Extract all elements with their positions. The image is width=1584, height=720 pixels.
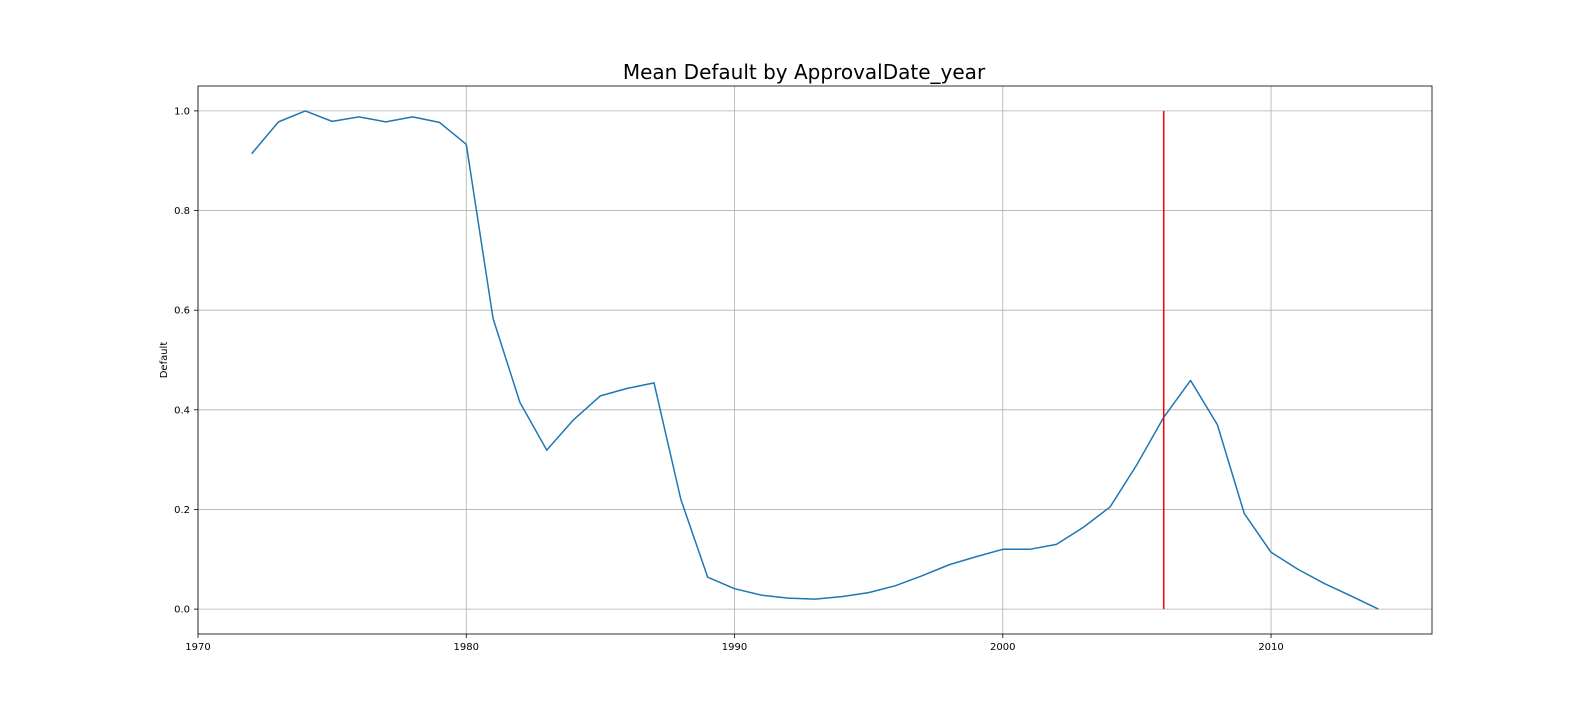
- x-tick-label-1970: 1970: [185, 642, 210, 653]
- x-tick-label-1980: 1980: [454, 642, 479, 653]
- y-tick-label-0-8: 0.8: [174, 206, 190, 217]
- plot-frame: [197, 85, 1433, 635]
- chart-title: Mean Default by ApprovalDate_year: [623, 60, 986, 84]
- grid: [197, 86, 1432, 634]
- x-tick-label-2000: 2000: [990, 642, 1015, 653]
- y-tick-label-1: 1.0: [174, 106, 190, 117]
- y-tick-label-0-4: 0.4: [174, 405, 190, 416]
- ticks: 1970 1980 1990 2000 2010 0.0 0.2 0.4 0.6 0.8 1.0: [174, 106, 1284, 653]
- y-axis-label: Default: [159, 342, 170, 379]
- y-tick-label-0-2: 0.2: [174, 505, 190, 516]
- series-layer: [251, 110, 1379, 610]
- x-tick-label-2010: 2010: [1258, 642, 1283, 653]
- y-tick-label-0: 0.0: [174, 605, 190, 616]
- y-tick-label-0-6: 0.6: [174, 306, 190, 317]
- x-tick-label-1990: 1990: [722, 642, 747, 653]
